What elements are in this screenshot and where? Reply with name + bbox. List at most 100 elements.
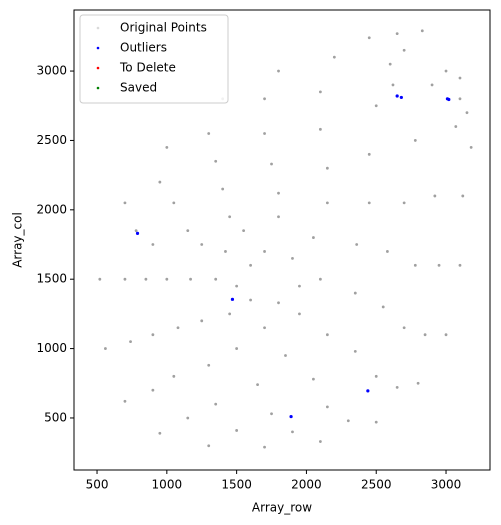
point xyxy=(123,277,127,281)
point xyxy=(277,215,280,219)
legend-label: To Delete xyxy=(119,61,176,75)
point xyxy=(263,326,266,330)
point xyxy=(374,374,378,378)
point xyxy=(98,277,102,281)
point xyxy=(270,162,273,166)
point xyxy=(366,389,370,393)
point xyxy=(318,277,322,281)
point xyxy=(228,215,232,219)
point xyxy=(235,284,239,288)
point xyxy=(165,145,169,149)
point xyxy=(235,347,239,350)
point xyxy=(312,377,315,381)
point xyxy=(402,201,406,205)
point xyxy=(395,94,399,98)
point xyxy=(413,263,417,267)
point xyxy=(423,333,427,337)
point xyxy=(346,419,350,423)
point xyxy=(374,104,378,108)
point xyxy=(374,420,378,424)
point xyxy=(151,333,155,337)
point xyxy=(325,333,329,337)
point xyxy=(325,201,329,205)
point xyxy=(214,159,218,163)
legend-marker xyxy=(96,66,100,70)
point xyxy=(165,277,169,281)
point xyxy=(291,256,294,260)
point xyxy=(172,201,176,205)
legend-marker xyxy=(96,46,100,50)
point xyxy=(461,194,465,198)
point xyxy=(298,284,301,288)
legend-label: Original Points xyxy=(120,21,207,35)
point xyxy=(458,76,462,80)
point xyxy=(465,111,469,115)
point xyxy=(224,250,227,253)
point xyxy=(256,383,259,387)
point xyxy=(325,405,329,409)
point xyxy=(318,440,322,443)
x-tick-label: 2500 xyxy=(361,478,392,492)
point xyxy=(207,363,211,367)
point xyxy=(277,69,280,73)
point xyxy=(158,431,162,435)
point xyxy=(263,250,266,253)
point xyxy=(444,69,448,73)
point xyxy=(298,312,301,316)
y-tick-label: 2500 xyxy=(36,133,67,147)
point xyxy=(277,191,280,195)
point xyxy=(172,374,176,378)
y-tick-label: 3000 xyxy=(36,64,67,78)
point xyxy=(318,127,322,131)
point xyxy=(158,180,162,184)
legend-label: Outliers xyxy=(120,41,167,55)
point xyxy=(325,166,329,170)
x-tick-label: 1000 xyxy=(152,478,183,492)
point xyxy=(469,145,473,149)
point xyxy=(291,430,294,434)
point xyxy=(454,125,458,128)
point xyxy=(214,277,218,281)
point xyxy=(230,297,235,301)
x-tick-label: 3000 xyxy=(431,478,462,492)
x-tick-label: 500 xyxy=(86,478,109,492)
point xyxy=(228,312,232,316)
point xyxy=(367,152,371,156)
point xyxy=(385,250,389,253)
point xyxy=(123,201,127,205)
point xyxy=(129,340,132,344)
point xyxy=(200,243,204,246)
point xyxy=(388,62,392,66)
point xyxy=(332,55,336,59)
x-tick-label: 2000 xyxy=(291,478,322,492)
point xyxy=(214,402,218,406)
x-axis-label: Array_row xyxy=(252,501,312,515)
point xyxy=(413,139,417,142)
point xyxy=(391,83,395,87)
point xyxy=(263,132,266,135)
x-tick-label: 1500 xyxy=(221,478,252,492)
point xyxy=(458,97,462,101)
y-tick-label: 1500 xyxy=(36,272,67,286)
y-tick-label: 2000 xyxy=(36,202,67,216)
point xyxy=(104,347,107,350)
y-axis-label: Array_col xyxy=(11,212,25,268)
point xyxy=(249,298,252,302)
point xyxy=(123,399,127,403)
point xyxy=(367,201,371,205)
point xyxy=(353,349,357,353)
y-tick-label: 1000 xyxy=(36,341,67,355)
point xyxy=(284,354,287,357)
point xyxy=(353,291,357,295)
point xyxy=(277,301,280,305)
point xyxy=(399,95,403,100)
legend-label: Saved xyxy=(120,81,157,95)
legend-marker xyxy=(96,86,100,90)
point xyxy=(289,414,293,419)
point xyxy=(200,319,204,323)
point xyxy=(355,243,359,246)
point xyxy=(381,305,385,309)
legend-marker xyxy=(96,26,100,30)
point xyxy=(151,243,155,246)
